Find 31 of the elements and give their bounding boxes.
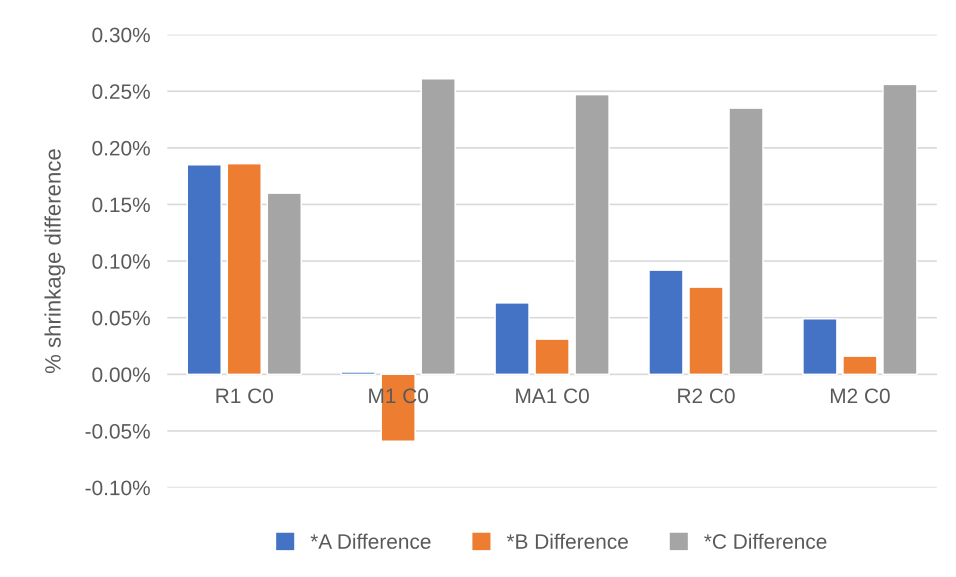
x-tick-label: M2 C0 [830,388,890,404]
bar [186,164,222,376]
x-tick-label: R2 C0 [678,388,735,404]
bar [534,338,570,376]
bar [648,269,684,376]
legend-label: *B Difference [506,534,628,549]
bar [574,94,610,376]
bar [340,371,376,376]
y-tick-label: -0.05% [86,424,150,439]
y-tick-label: 0.00% [92,367,150,382]
legend-label: *C Difference [704,534,826,549]
bar [728,108,764,376]
y-tick-label: 0.15% [92,197,150,212]
bar [802,318,838,376]
bar [882,84,918,376]
bar [226,163,262,376]
bar [420,78,456,376]
bar [266,192,302,376]
x-tick-label: MA1 C0 [516,388,589,404]
bar [688,286,724,376]
y-tick-label: 0.10% [92,254,150,269]
bar [494,302,530,376]
y-tick-label: 0.20% [92,140,150,156]
y-tick-label: 0.25% [92,84,150,99]
y-tick-label: 0.30% [92,28,150,42]
y-tick-label: -0.10% [86,480,150,496]
x-tick-label: R1 C0 [216,388,273,404]
bar [842,356,878,376]
legend-label: *A Difference [310,534,430,549]
y-tick-label: 0.05% [92,310,150,326]
y-axis-title: % shrinkage difference [44,149,66,374]
